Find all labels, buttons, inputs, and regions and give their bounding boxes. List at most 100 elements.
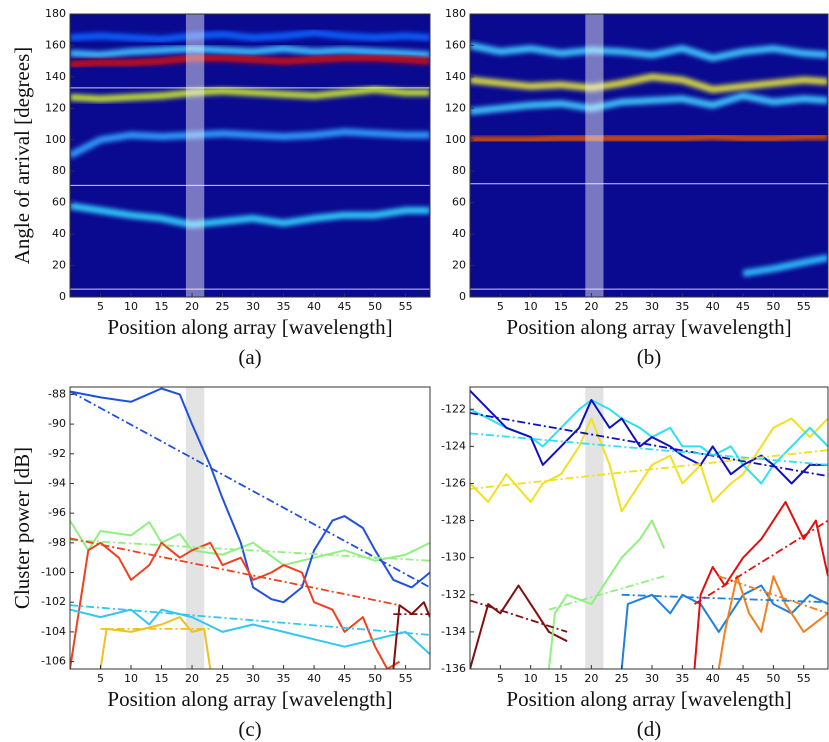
x-tick-label: 55 [797, 672, 811, 685]
x-axis-label: Position along array [wavelength] [107, 687, 392, 711]
y-tick-label: -102 [41, 595, 66, 608]
y-tick-label: 0 [459, 290, 466, 303]
heatmap-ridge [70, 29, 430, 43]
x-tick-label: 5 [97, 300, 104, 313]
y-tick-label: 60 [52, 196, 66, 209]
y-tick-label: -90 [48, 417, 66, 430]
heatmap-background [470, 14, 828, 297]
y-tick-label: 80 [452, 164, 466, 177]
x-tick-label: 30 [645, 672, 659, 685]
y-tick-label: -98 [48, 536, 66, 549]
heatmap-ridge [70, 202, 430, 229]
y-tick-label: -96 [48, 506, 66, 519]
fit-line [470, 412, 828, 477]
fit-line [470, 449, 828, 490]
y-tick-label: -106 [41, 655, 66, 668]
x-tick-label: 35 [277, 300, 291, 313]
fit-line [70, 539, 430, 562]
x-tick-label: 15 [554, 300, 568, 313]
y-tick-label: 60 [452, 196, 466, 209]
y-tick-label: -128 [441, 514, 466, 527]
x-tick-label: 45 [338, 300, 352, 313]
series-line [620, 584, 828, 669]
panel: 0 20 40 60 80 100 120 140 160 180 5 10 15 20 25 30 35 40 4… [445, 7, 829, 369]
plot-area [70, 387, 430, 669]
highlight-band [185, 387, 205, 669]
y-tick-label: 180 [45, 7, 66, 20]
x-tick-label: 25 [216, 672, 230, 685]
x-tick-label: 25 [615, 300, 629, 313]
highlight-band [185, 14, 205, 297]
x-tick-label: 55 [399, 300, 413, 313]
panel-caption: (c) [238, 717, 261, 741]
y-tick-label: -88 [48, 387, 66, 400]
x-tick-label: 30 [246, 672, 260, 685]
series-line [392, 601, 430, 669]
highlight-band [585, 14, 604, 297]
heatmap-ridge [470, 133, 828, 144]
heatmap-ridge [470, 73, 828, 93]
panel-caption: (b) [637, 345, 662, 369]
y-tick-label: 160 [445, 38, 466, 51]
y-tick-label: -136 [441, 662, 466, 675]
fit-line [70, 390, 430, 589]
x-tick-label: 25 [615, 672, 629, 685]
fit-line [718, 575, 828, 615]
y-tick-label: 140 [45, 70, 66, 83]
x-tick-label: 40 [706, 672, 720, 685]
x-tick-label: 20 [185, 300, 199, 313]
fit-line [470, 432, 828, 466]
x-tick-label: 5 [97, 672, 104, 685]
x-tick-label: 5 [497, 672, 504, 685]
y-tick-label: 160 [45, 38, 66, 51]
y-tick-label: 100 [45, 133, 66, 146]
y-tick-label: 20 [452, 259, 466, 272]
fit-line [70, 537, 400, 607]
y-tick-label: -92 [48, 447, 66, 460]
y-tick-label: 40 [452, 227, 466, 240]
x-tick-label: 55 [797, 300, 811, 313]
y-tick-label: -130 [441, 551, 466, 564]
y-tick-label: -134 [441, 625, 466, 638]
heatmap-ridge [70, 45, 430, 59]
x-tick-label: 35 [675, 672, 689, 685]
series-line [70, 387, 430, 604]
y-tick-label: 120 [45, 101, 66, 114]
panel: -136 -134 -132 -130 -128 -126 -124 -122 5 10 15 20 2… [441, 386, 829, 741]
x-tick-label: 35 [675, 300, 689, 313]
x-tick-label: 10 [124, 672, 138, 685]
y-axis-label: Angle of arrival [degrees] [10, 47, 34, 264]
y-tick-label: 0 [59, 290, 66, 303]
x-tick-label: 50 [368, 300, 382, 313]
plot-area [470, 14, 828, 297]
x-tick-label: 10 [524, 672, 538, 685]
x-tick-label: 20 [584, 300, 598, 313]
fit-line [70, 604, 430, 636]
series-line [547, 519, 666, 669]
series-line [717, 575, 828, 669]
y-tick-label: -104 [41, 625, 66, 638]
x-axis-label: Position along array [wavelength] [506, 315, 791, 339]
x-tick-label: 45 [736, 300, 750, 313]
highlight-band [585, 387, 604, 669]
x-tick-label: 50 [368, 672, 382, 685]
y-tick-label: -132 [441, 588, 466, 601]
heatmap-ridge [470, 92, 828, 115]
plot-frame [69, 386, 431, 670]
x-tick-label: 15 [155, 300, 169, 313]
y-axis-label: Cluster power [dB] [10, 447, 34, 609]
x-tick-label: 40 [307, 300, 321, 313]
heatmap-ridge [742, 254, 828, 277]
x-tick-label: 30 [246, 300, 260, 313]
x-tick-label: 40 [307, 672, 321, 685]
x-axis-label: Position along array [wavelength] [506, 687, 791, 711]
y-tick-label: 40 [52, 227, 66, 240]
y-tick-label: 80 [52, 164, 66, 177]
y-tick-label: -94 [48, 476, 66, 489]
panel: 0 20 40 60 80 100 120 140 160 180 5 10 15 20 25 30 35 40 4… [10, 7, 431, 369]
x-tick-label: 50 [766, 672, 780, 685]
y-tick-label: 100 [445, 133, 466, 146]
fit-line [470, 599, 568, 633]
x-axis-label: Position along array [wavelength] [107, 315, 392, 339]
y-tick-label: 120 [445, 101, 466, 114]
